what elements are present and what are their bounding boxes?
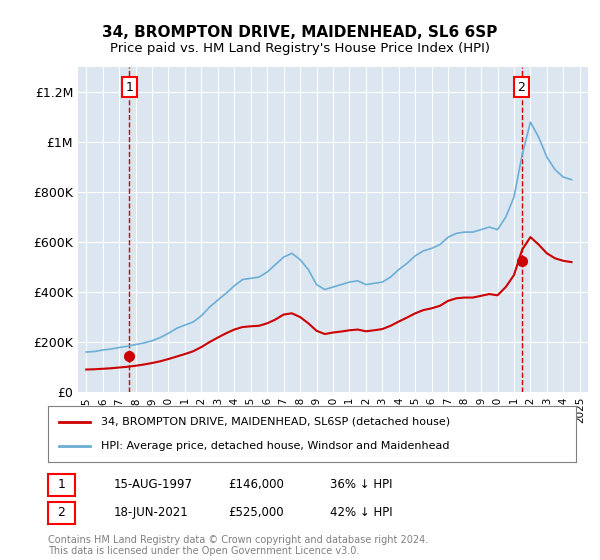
Text: 2: 2 [58,506,65,520]
Text: £146,000: £146,000 [228,478,284,492]
Text: 1: 1 [58,478,65,492]
Text: 2: 2 [518,81,526,94]
Text: HPI: Average price, detached house, Windsor and Maidenhead: HPI: Average price, detached house, Wind… [101,441,449,451]
Text: 34, BROMPTON DRIVE, MAIDENHEAD, SL6 6SP: 34, BROMPTON DRIVE, MAIDENHEAD, SL6 6SP [103,25,497,40]
Text: 36% ↓ HPI: 36% ↓ HPI [330,478,392,492]
Text: Price paid vs. HM Land Registry's House Price Index (HPI): Price paid vs. HM Land Registry's House … [110,42,490,55]
Text: £525,000: £525,000 [228,506,284,520]
Text: 42% ↓ HPI: 42% ↓ HPI [330,506,392,520]
Text: 15-AUG-1997: 15-AUG-1997 [114,478,193,492]
Text: 1: 1 [125,81,133,94]
Text: 34, BROMPTON DRIVE, MAIDENHEAD, SL6SP (detached house): 34, BROMPTON DRIVE, MAIDENHEAD, SL6SP (d… [101,417,450,427]
Text: Contains HM Land Registry data © Crown copyright and database right 2024.
This d: Contains HM Land Registry data © Crown c… [48,535,428,557]
Text: 18-JUN-2021: 18-JUN-2021 [114,506,189,520]
